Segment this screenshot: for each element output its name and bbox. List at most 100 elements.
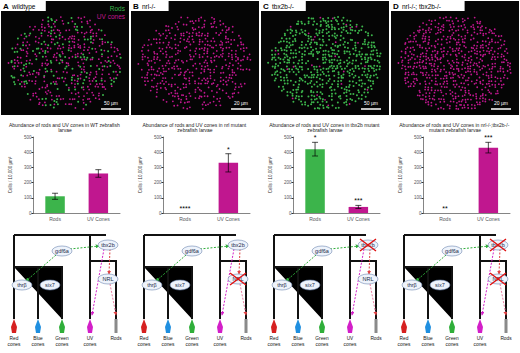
svg-text:*: * [314, 134, 317, 141]
svg-text:500: 500 [154, 135, 162, 140]
svg-text:500: 500 [284, 135, 292, 140]
svg-text:200: 200 [154, 180, 162, 185]
svg-text:Bluecones: Bluecones [162, 336, 175, 347]
svg-text:100: 100 [284, 195, 292, 200]
svg-text:thrβ: thrβ [17, 282, 27, 288]
svg-text:tbx2b-/-: tbx2b-/- [272, 3, 294, 10]
svg-text:wildtype: wildtype [11, 3, 36, 11]
svg-text:Bluecones: Bluecones [422, 336, 435, 347]
svg-text:Abundance of rods and UV cones: Abundance of rods and UV cones in WT zeb… [8, 121, 122, 128]
svg-text:tbx2b: tbx2b [101, 242, 114, 248]
svg-text:**: ** [442, 205, 448, 212]
svg-text:***: *** [484, 134, 492, 141]
svg-text:Greencones: Greencones [445, 336, 459, 347]
svg-text:B: B [133, 2, 139, 11]
svg-text:Rods: Rods [500, 336, 512, 341]
svg-text:UV Cones: UV Cones [217, 216, 240, 222]
svg-text:D: D [393, 2, 399, 11]
svg-text:Greencones: Greencones [55, 336, 69, 347]
svg-text:UV Cones: UV Cones [477, 216, 500, 222]
svg-text:A: A [3, 2, 9, 11]
svg-text:six7: six7 [45, 282, 55, 288]
svg-text:Abundance of rods and UV cones: Abundance of rods and UV cones in tbx2b … [269, 121, 381, 128]
svg-text:Bluecones: Bluecones [32, 336, 45, 347]
svg-text:UVcones: UVcones [214, 336, 227, 347]
svg-text:100: 100 [154, 195, 162, 200]
svg-text:***: *** [354, 197, 362, 204]
svg-text:0: 0 [159, 211, 162, 216]
svg-text:Rods: Rods [49, 216, 61, 222]
svg-text:larvae: larvae [58, 127, 72, 133]
svg-text:UVcones: UVcones [344, 336, 357, 347]
svg-text:100: 100 [24, 195, 32, 200]
svg-text:zebrafish larvae: zebrafish larvae [307, 127, 343, 133]
svg-text:200: 200 [24, 180, 32, 185]
svg-text:Rods: Rods [309, 216, 321, 222]
svg-text:zebrafish larvae: zebrafish larvae [177, 127, 213, 133]
svg-text:UV cones: UV cones [97, 13, 126, 20]
svg-text:Rods: Rods [240, 336, 252, 341]
svg-text:Rods: Rods [110, 336, 122, 341]
svg-text:six7: six7 [305, 282, 315, 288]
svg-text:gdf6a: gdf6a [315, 248, 330, 254]
svg-text:****: **** [180, 205, 191, 212]
svg-text:Redcones: Redcones [8, 336, 21, 347]
svg-text:thrβ: thrβ [277, 282, 287, 288]
svg-text:nrl-/-; tbx2b-/-: nrl-/-; tbx2b-/- [402, 3, 441, 10]
svg-text:mutant zebrafish larvae: mutant zebrafish larvae [429, 127, 481, 133]
svg-text:400: 400 [24, 150, 32, 155]
svg-text:Cells / 10,000 µm²: Cells / 10,000 µm² [398, 156, 403, 193]
svg-text:Abundance of rods and UV cones: Abundance of rods and UV cones in nrl mu… [142, 121, 248, 128]
svg-text:Redcones: Redcones [138, 336, 151, 347]
svg-text:400: 400 [414, 150, 422, 155]
svg-text:Redcones: Redcones [398, 336, 411, 347]
svg-text:UVcones: UVcones [474, 336, 487, 347]
svg-text:0: 0 [29, 211, 32, 216]
svg-text:20 µm: 20 µm [494, 100, 508, 106]
svg-text:Cells / 10,000 µm²: Cells / 10,000 µm² [268, 156, 273, 193]
svg-text:NRL: NRL [102, 276, 113, 282]
svg-text:Cells / 10,000 µm²: Cells / 10,000 µm² [8, 156, 13, 193]
svg-text:Greencones: Greencones [185, 336, 199, 347]
svg-text:Rods: Rods [370, 336, 382, 341]
svg-text:Rods: Rods [110, 5, 126, 12]
svg-text:UV Cones: UV Cones [347, 216, 370, 222]
svg-text:300: 300 [24, 165, 32, 170]
svg-text:Rods: Rods [439, 216, 451, 222]
svg-text:300: 300 [284, 165, 292, 170]
svg-text:50 µm: 50 µm [364, 100, 378, 106]
svg-text:nrl-/-: nrl-/- [142, 3, 155, 10]
svg-text:0: 0 [419, 211, 422, 216]
svg-text:Abundance of rods and UV cones: Abundance of rods and UV cones in nrl-/-… [399, 121, 511, 128]
svg-text:gdf6a: gdf6a [55, 248, 70, 254]
svg-text:NRL: NRL [362, 276, 373, 282]
svg-text:thrβ: thrβ [147, 282, 157, 288]
svg-text:gdf6a: gdf6a [185, 248, 200, 254]
svg-text:C: C [263, 2, 269, 11]
svg-text:Rods: Rods [179, 216, 191, 222]
svg-text:Greencones: Greencones [315, 336, 329, 347]
svg-text:UV Cones: UV Cones [87, 216, 110, 222]
svg-text:thrβ: thrβ [407, 282, 417, 288]
svg-text:300: 300 [154, 165, 162, 170]
svg-text:Bluecones: Bluecones [292, 336, 305, 347]
svg-text:200: 200 [414, 180, 422, 185]
svg-text:300: 300 [414, 165, 422, 170]
svg-text:400: 400 [284, 150, 292, 155]
svg-text:100: 100 [414, 195, 422, 200]
svg-text:tbx2b: tbx2b [231, 242, 244, 248]
svg-text:Cells / 10,000 µm²: Cells / 10,000 µm² [138, 156, 143, 193]
svg-text:50 µm: 50 µm [104, 100, 118, 106]
svg-text:six7: six7 [175, 282, 185, 288]
svg-text:200: 200 [284, 180, 292, 185]
svg-text:*: * [227, 146, 230, 153]
svg-text:400: 400 [154, 150, 162, 155]
svg-text:UVcones: UVcones [84, 336, 97, 347]
svg-text:500: 500 [24, 135, 32, 140]
svg-text:six7: six7 [435, 282, 445, 288]
svg-text:Redcones: Redcones [268, 336, 281, 347]
svg-text:gdf6a: gdf6a [445, 248, 460, 254]
svg-text:500: 500 [414, 135, 422, 140]
svg-text:20 µm: 20 µm [234, 100, 248, 106]
svg-text:0: 0 [289, 211, 292, 216]
